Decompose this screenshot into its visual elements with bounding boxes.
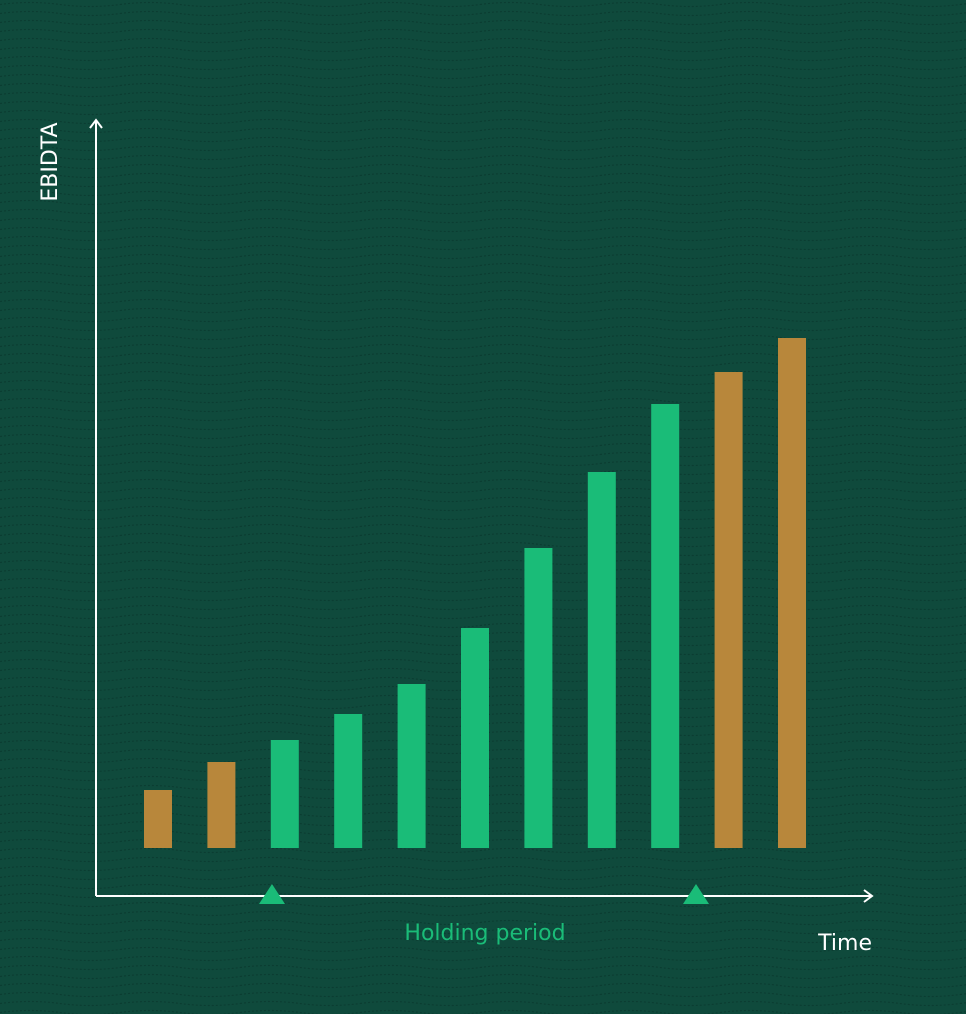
bar [778,338,806,848]
x-axis-label: Time [817,931,872,956]
bar [651,404,680,848]
bar [461,628,489,848]
bar [270,740,299,848]
x-axis-arrow [863,889,874,903]
period-start-marker [259,884,285,904]
axes [89,118,874,903]
bar [587,472,616,848]
bar [207,762,236,848]
bar [524,548,553,848]
bar [714,372,743,848]
bar [397,684,426,848]
y-axis-arrow [89,118,103,129]
bar [144,790,172,848]
y-axis-label: EBIDTA [38,122,63,201]
period-end-marker [683,884,709,904]
annotation: Holding period [404,921,565,946]
bar [334,714,363,848]
